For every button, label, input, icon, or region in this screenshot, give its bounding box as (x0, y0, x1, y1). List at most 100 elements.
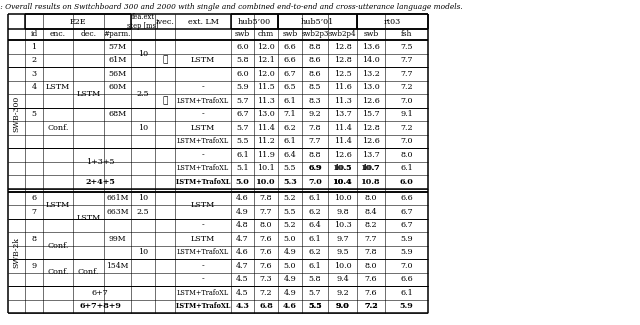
Text: 14.0: 14.0 (362, 56, 380, 64)
Text: 6.1: 6.1 (308, 262, 321, 270)
Text: 6.2: 6.2 (308, 248, 321, 256)
Text: 6.2: 6.2 (308, 208, 321, 216)
Text: 12.8: 12.8 (333, 43, 351, 51)
Text: id: id (30, 31, 38, 38)
Text: 6+7+8+9: 6+7+8+9 (79, 302, 121, 310)
Text: 7.8: 7.8 (260, 194, 272, 202)
Text: ivec.: ivec. (156, 18, 175, 25)
Text: 10: 10 (138, 248, 148, 256)
Text: LSTM+TrafoXL: LSTM+TrafoXL (177, 248, 229, 256)
Text: swb: swb (364, 31, 379, 38)
Text: Conf.: Conf. (47, 268, 68, 277)
Text: rt03: rt03 (384, 18, 401, 25)
Text: 9.5: 9.5 (336, 248, 349, 256)
Text: LSTM+TrafoXL: LSTM+TrafoXL (177, 289, 229, 297)
Text: 4.9: 4.9 (284, 289, 296, 297)
Text: -: - (202, 275, 204, 283)
Text: 60M: 60M (108, 83, 127, 91)
Text: 13.7: 13.7 (362, 151, 380, 159)
Text: 6.1: 6.1 (400, 289, 413, 297)
Text: 5.2: 5.2 (284, 194, 296, 202)
Text: 7.6: 7.6 (365, 275, 378, 283)
Text: LSTM+TrafoXL: LSTM+TrafoXL (175, 178, 230, 186)
Text: 7.2: 7.2 (400, 124, 413, 132)
Text: hub5’00: hub5’00 (238, 18, 271, 25)
Text: 6.6: 6.6 (284, 43, 296, 51)
Text: 4.5: 4.5 (236, 289, 249, 297)
Text: 10.4: 10.4 (333, 178, 352, 186)
Text: 12.0: 12.0 (257, 43, 275, 51)
Text: 13.2: 13.2 (362, 70, 380, 78)
Text: 7.7: 7.7 (260, 208, 272, 216)
Text: SWB-300: SWB-300 (13, 96, 20, 132)
Text: LSTM: LSTM (191, 124, 215, 132)
Text: LSTM: LSTM (191, 56, 215, 64)
Text: 7.5: 7.5 (400, 43, 413, 51)
Text: 6.1: 6.1 (308, 194, 321, 202)
Text: 5.9: 5.9 (400, 248, 413, 256)
Text: 6.4: 6.4 (308, 221, 321, 229)
Text: 5.0: 5.0 (236, 178, 250, 186)
Text: 10.0: 10.0 (333, 262, 351, 270)
Text: 5.7: 5.7 (236, 97, 249, 105)
Text: 7.6: 7.6 (365, 289, 378, 297)
Text: Conf.: Conf. (47, 241, 68, 250)
Text: #parm.: #parm. (104, 31, 131, 38)
Text: 7.2: 7.2 (400, 83, 413, 91)
Text: 8.0: 8.0 (260, 221, 272, 229)
Text: 9.0: 9.0 (335, 302, 349, 310)
Text: 2+4+5: 2+4+5 (85, 178, 115, 186)
Text: -: - (202, 110, 204, 118)
Text: 5.0: 5.0 (284, 235, 296, 243)
Text: 10.8: 10.8 (361, 178, 381, 186)
Text: 6.7: 6.7 (400, 208, 413, 216)
Text: 5.5: 5.5 (308, 302, 322, 310)
Text: LSTM: LSTM (76, 214, 100, 223)
Text: 10.4: 10.4 (333, 178, 352, 186)
Text: 56M: 56M (108, 70, 127, 78)
Text: 12.6: 12.6 (362, 137, 380, 145)
Text: 61M: 61M (108, 56, 127, 64)
Text: 13.0: 13.0 (362, 83, 380, 91)
Text: 12.1: 12.1 (257, 56, 275, 64)
Text: 11.5: 11.5 (257, 83, 275, 91)
Text: LSTM: LSTM (191, 235, 215, 243)
Text: swb: swb (282, 31, 298, 38)
Text: 7.2: 7.2 (364, 302, 378, 310)
Text: ✓: ✓ (163, 96, 168, 105)
Text: LSTM+TrafoXL: LSTM+TrafoXL (175, 302, 230, 310)
Text: 6.7: 6.7 (236, 110, 249, 118)
Text: ✓: ✓ (163, 56, 168, 65)
Text: 5.5: 5.5 (236, 137, 249, 145)
Text: 7.2: 7.2 (260, 289, 272, 297)
Text: 8.6: 8.6 (308, 70, 321, 78)
Text: 10.5: 10.5 (333, 164, 351, 172)
Text: 6.1: 6.1 (400, 164, 413, 172)
Text: LSTM: LSTM (191, 201, 215, 209)
Text: 11.4: 11.4 (333, 124, 351, 132)
Text: 9.0: 9.0 (335, 302, 349, 310)
Text: 6.1: 6.1 (284, 97, 296, 105)
Text: 7.7: 7.7 (400, 70, 413, 78)
Text: 10.0: 10.0 (333, 194, 351, 202)
Text: 12.0: 12.0 (257, 70, 275, 78)
Text: 5.5: 5.5 (284, 164, 296, 172)
Text: 68M: 68M (108, 110, 127, 118)
Text: 6.1: 6.1 (308, 235, 321, 243)
Text: 9.8: 9.8 (336, 208, 349, 216)
Text: swb: swb (235, 31, 250, 38)
Text: 5.7: 5.7 (308, 289, 321, 297)
Text: 7.7: 7.7 (400, 56, 413, 64)
Text: 5.9: 5.9 (236, 83, 249, 91)
Text: 4.6: 4.6 (283, 302, 297, 310)
Text: 5.1: 5.1 (236, 164, 249, 172)
Text: -: - (202, 151, 204, 159)
Text: 13.7: 13.7 (333, 110, 351, 118)
Text: LSTM+TrafoXL: LSTM+TrafoXL (177, 97, 229, 105)
Text: 6+7: 6+7 (92, 289, 108, 297)
Text: 1+3+5: 1+3+5 (86, 158, 115, 165)
Text: 5.9: 5.9 (399, 302, 413, 310)
Text: 4.7: 4.7 (236, 262, 249, 270)
Text: 10.7: 10.7 (361, 164, 381, 172)
Text: 7.6: 7.6 (260, 235, 272, 243)
